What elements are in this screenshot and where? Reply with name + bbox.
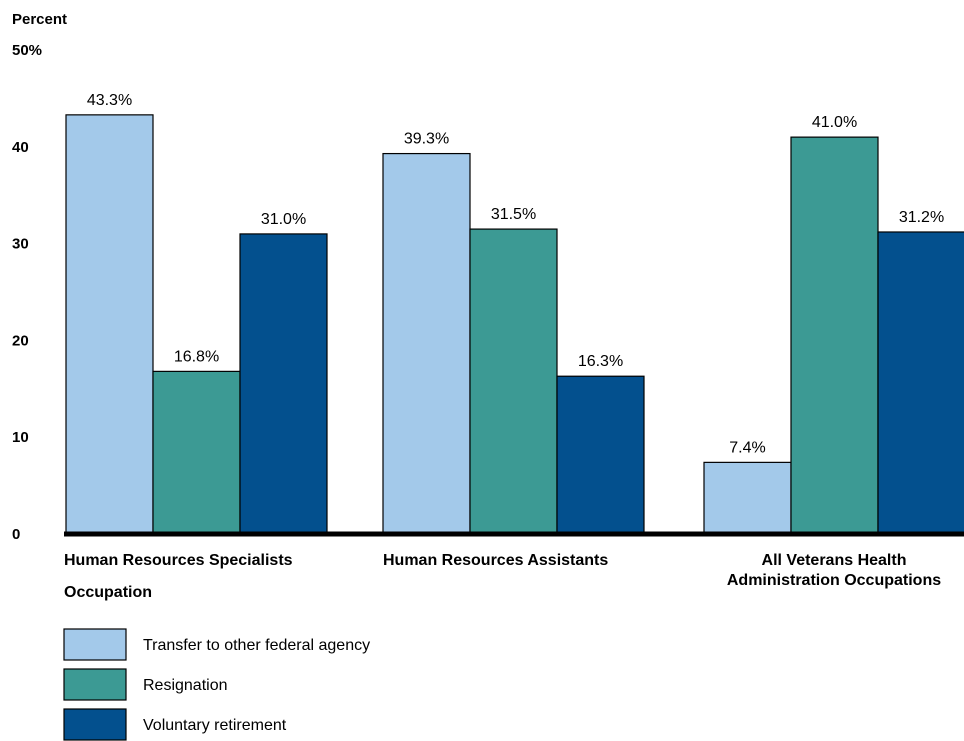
bar [790, 136, 879, 535]
legend-swatch [63, 668, 127, 701]
legend-label: Voluntary retirement [143, 717, 287, 734]
legend-swatch [63, 708, 127, 741]
y-axis-ticks: 0 10 20 30 40 50% [12, 42, 42, 543]
data-label: 31.2% [899, 209, 944, 226]
data-label: 43.3% [87, 92, 132, 109]
bar [152, 370, 241, 535]
bar [382, 152, 471, 535]
bar [65, 114, 154, 535]
data-label: 31.0% [261, 211, 306, 228]
y-tick-label: 30 [12, 236, 29, 253]
data-label: 31.5% [491, 206, 536, 223]
category-label: Human Resources Specialists [64, 552, 293, 569]
y-tick-label: 50% [12, 42, 42, 59]
x-axis-title: Occupation [64, 584, 152, 601]
category-label: All Veterans Health [762, 552, 907, 569]
bar [239, 233, 328, 535]
category-label: Human Resources Assistants [383, 552, 608, 569]
data-label: 16.8% [174, 348, 219, 365]
bar [877, 231, 964, 535]
data-label: 7.4% [729, 439, 765, 456]
data-label: 41.0% [812, 114, 857, 131]
legend: Transfer to other federal agency Resignat… [63, 628, 370, 741]
bars [65, 114, 964, 535]
y-tick-label: 10 [12, 429, 29, 446]
y-tick-label: 40 [12, 139, 29, 156]
y-tick-label: 20 [12, 332, 29, 349]
data-label: 16.3% [578, 353, 623, 370]
bar [556, 375, 645, 535]
y-tick-label: 0 [12, 526, 20, 543]
category-label: Administration Occupations [727, 572, 941, 589]
bar [469, 228, 558, 535]
legend-swatch [63, 628, 127, 661]
data-label: 39.3% [404, 131, 449, 148]
data-labels: 43.3% 39.3% 7.4% 16.8% 31.5% 41.0% 31.0% 16.3% 3… [87, 92, 944, 457]
legend-label: Resignation [143, 677, 228, 694]
bar [703, 461, 792, 535]
legend-label: Transfer to other federal agency [143, 637, 370, 654]
category-labels: Human Resources Specialists Human Resourc… [64, 552, 941, 589]
y-axis-title: Percent [12, 11, 67, 28]
